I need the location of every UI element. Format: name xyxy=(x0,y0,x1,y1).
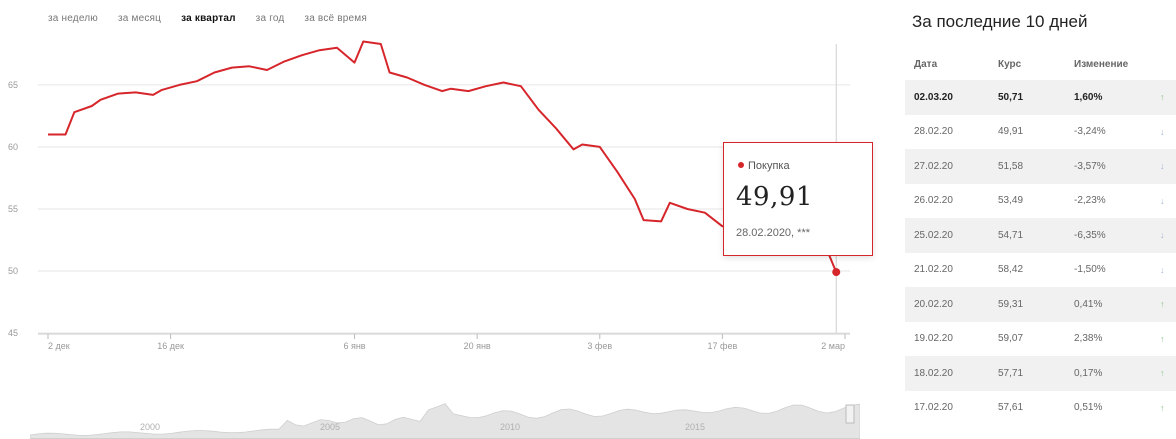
table-row: 02.03.20 50,71 1,60% ↑ xyxy=(905,80,1176,115)
column-header[interactable]: Изменение xyxy=(1074,58,1129,70)
cell-change: 0,41% xyxy=(1074,298,1103,310)
cell-date: 21.02.20 xyxy=(914,264,953,276)
tab-period-2[interactable]: за квартал xyxy=(181,13,236,24)
navigator-year-label: 2000 xyxy=(140,422,160,432)
cell-change: 1,60% xyxy=(1074,91,1103,103)
cell-rate: 53,49 xyxy=(998,195,1024,207)
column-header[interactable]: Курс xyxy=(998,58,1022,70)
arrow-down-icon: ↓ xyxy=(1160,230,1165,241)
y-tick-label: 55 xyxy=(8,204,18,214)
cell-date: 02.03.20 xyxy=(914,91,953,103)
tooltip-series-label: Покупка xyxy=(738,160,790,172)
chart-tooltip: Покупка 49,91 28.02.2020, *** xyxy=(723,142,873,256)
y-tick-label: 50 xyxy=(8,266,18,276)
cell-date: 28.02.20 xyxy=(914,126,953,138)
cell-date: 27.02.20 xyxy=(914,160,953,172)
x-tick-label: 6 янв xyxy=(343,341,365,351)
tab-period-3[interactable]: за год xyxy=(255,13,285,24)
arrow-up-icon: ↑ xyxy=(1160,402,1165,413)
cell-change: -3,57% xyxy=(1074,160,1106,172)
cell-rate: 59,07 xyxy=(998,333,1024,345)
table-row: 19.02.20 59,07 2,38% ↑ xyxy=(905,322,1176,357)
cell-rate: 50,71 xyxy=(998,91,1024,103)
table-row: 21.02.20 58,42 -1,50% ↓ xyxy=(905,253,1176,288)
table-row: 18.02.20 57,71 0,17% ↑ xyxy=(905,356,1176,391)
table-header: Дата Курс Изменение xyxy=(905,48,1176,80)
table-row: 25.02.20 54,71 -6,35% ↓ xyxy=(905,218,1176,253)
table-row: 28.02.20 49,91 -3,24% ↓ xyxy=(905,115,1176,150)
y-tick-label: 60 xyxy=(8,142,18,152)
cell-date: 17.02.20 xyxy=(914,402,953,414)
highlight-point[interactable] xyxy=(832,268,841,277)
arrow-down-icon: ↓ xyxy=(1160,126,1165,137)
arrow-down-icon: ↓ xyxy=(1160,264,1165,275)
cell-date: 19.02.20 xyxy=(914,333,953,345)
rate-line xyxy=(48,40,838,273)
cell-date: 26.02.20 xyxy=(914,195,953,207)
table-row: 27.02.20 51,58 -3,57% ↓ xyxy=(905,149,1176,184)
y-tick-label: 45 xyxy=(8,328,18,338)
tooltip-value: 49,91 xyxy=(736,182,813,212)
x-tick-label: 20 янв xyxy=(464,341,491,351)
arrow-down-icon: ↓ xyxy=(1160,161,1165,172)
navigator-year-label: 2005 xyxy=(320,422,340,432)
cell-change: -6,35% xyxy=(1074,229,1106,241)
y-tick-label: 65 xyxy=(8,80,18,90)
navigator-year-label: 2010 xyxy=(500,422,520,432)
table-row: 17.02.20 57,61 0,51% ↑ xyxy=(905,391,1176,426)
cell-rate: 54,71 xyxy=(998,229,1024,241)
arrow-down-icon: ↓ xyxy=(1160,195,1165,206)
cell-date: 20.02.20 xyxy=(914,298,953,310)
cell-change: -1,50% xyxy=(1074,264,1106,276)
cell-rate: 57,71 xyxy=(998,367,1024,379)
history-title: За последние 10 дней xyxy=(912,12,1088,31)
arrow-up-icon: ↑ xyxy=(1160,368,1165,379)
column-header[interactable]: Дата xyxy=(914,58,938,70)
table-row: 20.02.20 59,31 0,41% ↑ xyxy=(905,287,1176,322)
x-tick-label: 3 фев xyxy=(587,341,612,351)
cell-rate: 51,58 xyxy=(998,160,1024,172)
cell-rate: 57,61 xyxy=(998,402,1024,414)
arrow-up-icon: ↑ xyxy=(1160,299,1165,310)
cell-rate: 59,31 xyxy=(998,298,1024,310)
arrow-up-icon: ↑ xyxy=(1160,92,1165,103)
arrow-up-icon: ↑ xyxy=(1160,333,1165,344)
navigator-year-label: 2015 xyxy=(685,422,705,432)
tab-period-4[interactable]: за всё время xyxy=(304,13,367,24)
tab-period-0[interactable]: за неделю xyxy=(48,13,98,24)
tab-period-1[interactable]: за месяц xyxy=(118,13,162,24)
history-table: Дата Курс Изменение 02.03.20 50,71 1,60% ↑ 28.0… xyxy=(905,48,1176,425)
chart-navigator[interactable]: 2000 2005 2010 2015 xyxy=(30,383,860,439)
cell-change: -3,24% xyxy=(1074,126,1106,138)
tooltip-date: 28.02.2020, *** xyxy=(736,227,811,239)
cell-rate: 58,42 xyxy=(998,264,1024,276)
cell-date: 25.02.20 xyxy=(914,229,953,241)
x-tick-label: 2 мар xyxy=(821,341,845,351)
x-tick-label: 17 фев xyxy=(708,341,738,351)
cell-change: -2,23% xyxy=(1074,195,1106,207)
navigator-handle[interactable] xyxy=(845,404,855,424)
x-tick-label: 16 дек xyxy=(157,341,184,351)
table-row: 26.02.20 53,49 -2,23% ↓ xyxy=(905,184,1176,219)
cell-change: 0,17% xyxy=(1074,367,1103,379)
cell-change: 0,51% xyxy=(1074,402,1103,414)
cell-date: 18.02.20 xyxy=(914,367,953,379)
cell-change: 2,38% xyxy=(1074,333,1103,345)
period-tabs: за неделю за месяц за квартал за год за всё … xyxy=(48,13,387,33)
cell-rate: 49,91 xyxy=(998,126,1024,138)
navigator-area xyxy=(30,403,860,439)
x-tick-label: 2 дек xyxy=(48,341,70,351)
